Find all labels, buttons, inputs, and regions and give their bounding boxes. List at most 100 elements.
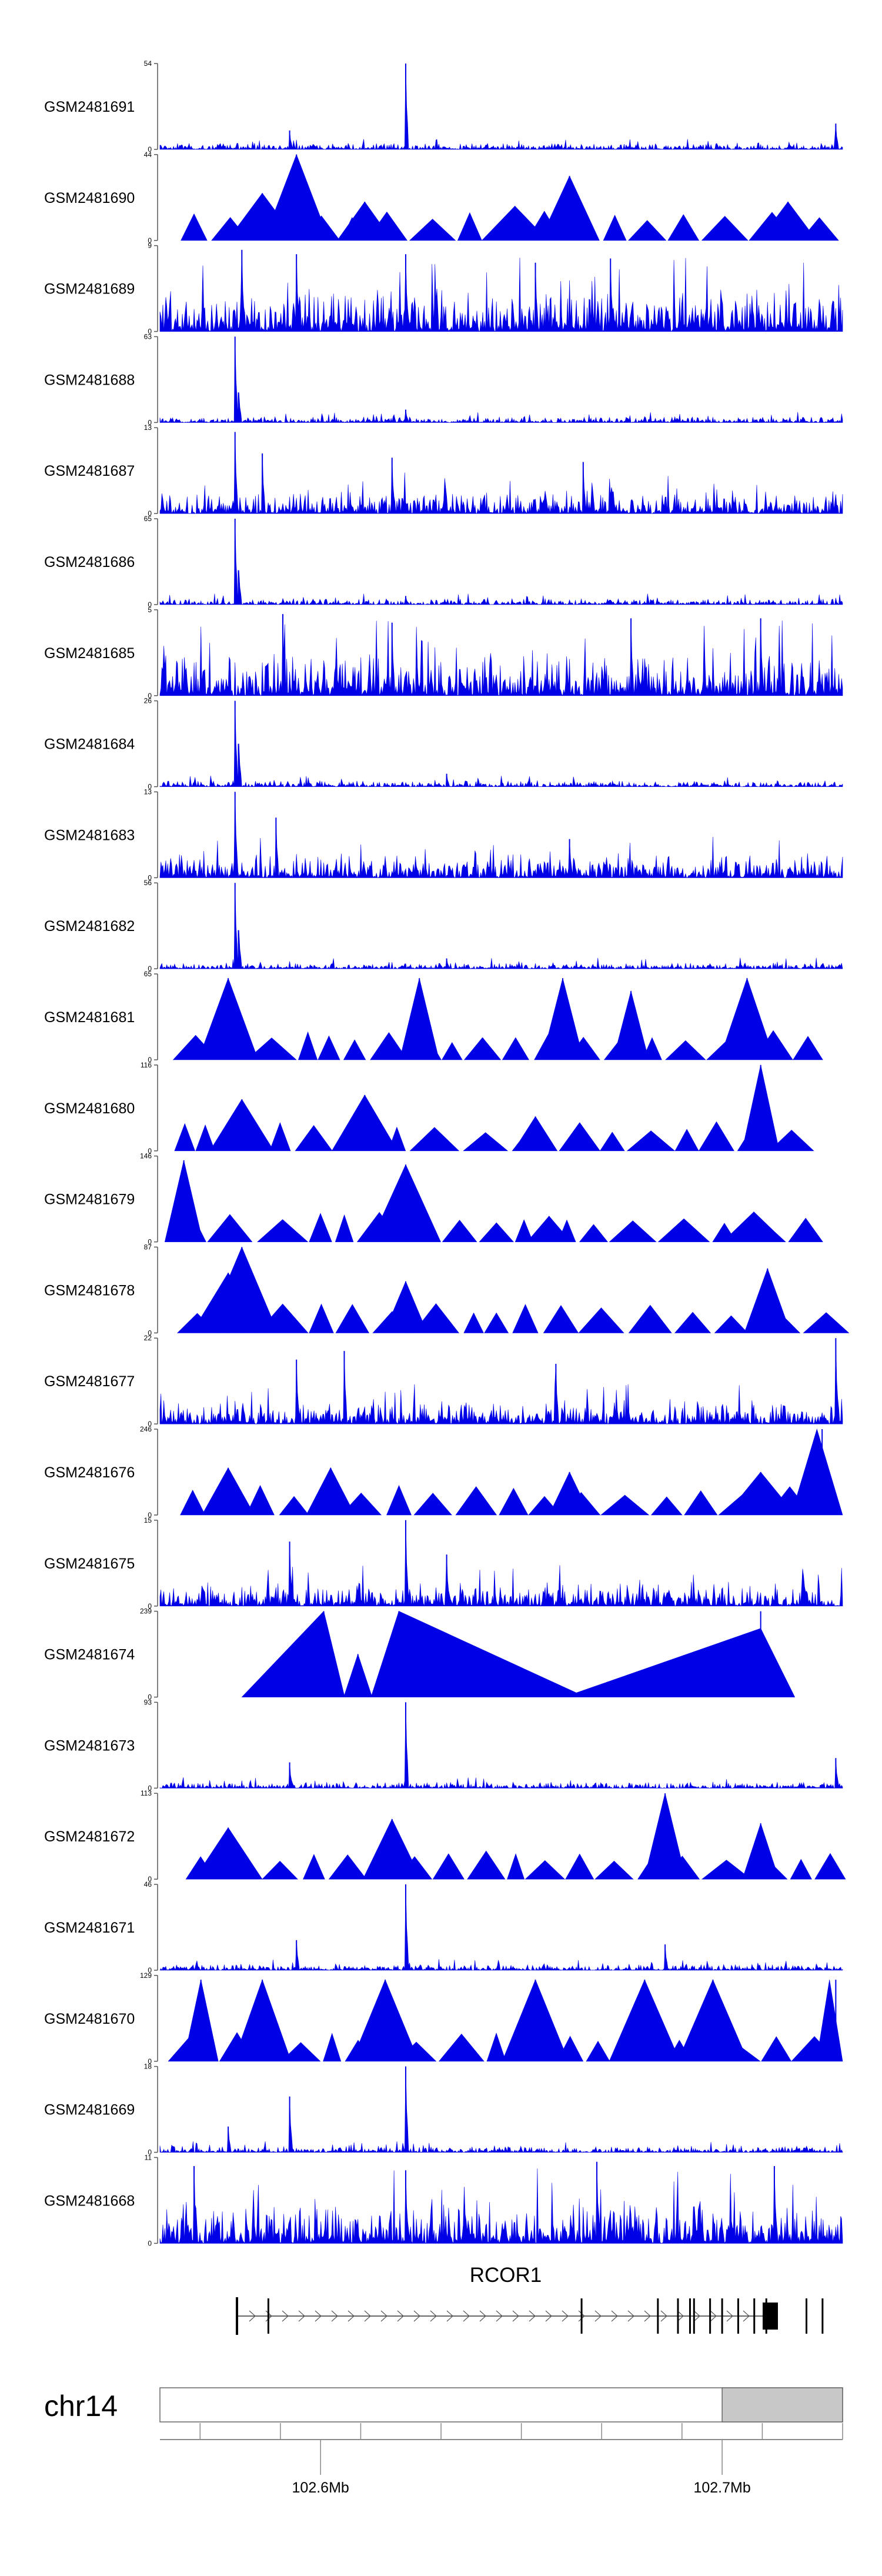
track-label: GSM2481672 [44,1828,135,1845]
track-label: GSM2481668 [44,2193,135,2209]
signal-area [159,883,843,970]
y-tick-label-max: 116 [141,1061,152,1069]
y-tick-label-max: 26 [144,697,152,705]
track-gsm2481691: 54 0 GSM2481691 [44,59,843,154]
y-tick-label-zero: 0 [148,1875,152,1883]
strand-arrow [380,2310,387,2322]
signal-area [159,249,843,332]
y-tick-label-zero: 0 [148,1784,152,1792]
y-tick-label-zero: 0 [148,2057,152,2066]
track-label: GSM2481671 [44,1920,135,1936]
signal-area [159,792,843,879]
strand-arrow [627,2310,634,2322]
strand-arrow [364,2310,371,2322]
signal-area [159,63,843,151]
strand-arrow [611,2310,618,2322]
strand-arrow [578,2310,585,2322]
strand-arrow [463,2310,470,2322]
exon-11 [806,2298,808,2334]
y-tick-label-zero: 0 [148,236,152,245]
signal-area [159,2161,843,2244]
track-gsm2481671: 46 0 GSM2481671 [44,1880,843,1974]
y-tick-label-max: 63 [144,332,152,341]
signal-area [185,1793,846,1880]
y-tick-label-zero: 0 [148,328,152,336]
track-label: GSM2481683 [44,827,135,843]
y-tick-label-max: 18 [144,2063,152,2071]
y-tick-label-zero: 0 [148,1693,152,1701]
strand-arrow [594,2310,602,2322]
strand-arrow [693,2310,700,2322]
strand-arrow [282,2310,289,2322]
y-tick-label-zero: 0 [148,783,152,791]
strand-arrow [397,2310,404,2322]
track-gsm2481687: 13 0 GSM2481687 [44,423,843,518]
signal-area [241,1610,796,1697]
track-gsm2481674: 239 0 GSM2481674 [44,1607,796,1701]
track-label: GSM2481689 [44,281,135,298]
y-tick-label-max: 65 [144,970,152,978]
track-label: GSM2481684 [44,736,135,753]
track-label: GSM2481669 [44,2102,135,2118]
signal-area [168,1979,843,2062]
track-gsm2481686: 65 0 GSM2481686 [44,515,843,609]
track-label: GSM2481679 [44,1192,135,1208]
track-gsm2481672: 113 0 GSM2481672 [44,1789,846,1883]
y-tick-label-max: 13 [144,423,152,432]
track-label: GSM2481691 [44,99,135,115]
signal-area [159,614,843,696]
strand-arrow [512,2310,519,2322]
strand-arrow [348,2310,355,2322]
y-tick-label-max: 146 [140,1152,152,1160]
y-tick-label-zero: 0 [148,965,152,973]
exon-12 [821,2298,824,2334]
track-gsm2481689: 9 0 GSM2481689 [44,242,843,336]
track-label: GSM2481688 [44,372,135,388]
signal-area [164,1160,823,1242]
y-tick-label-zero: 0 [148,2148,152,2157]
strand-arrow [413,2310,420,2322]
y-tick-label-zero: 0 [148,1602,152,1610]
track-label: GSM2481690 [44,190,135,206]
strand-arrow [496,2310,503,2322]
y-tick-label-max: 65 [144,515,152,523]
exon-9 [753,2298,756,2334]
y-tick-label-zero: 0 [148,692,152,700]
signal-area [159,518,843,605]
y-tick-label-zero: 0 [148,873,152,882]
signal-area [159,1520,843,1607]
y-tick-label-max: 239 [140,1607,152,1616]
track-gsm2481682: 56 0 GSM2481682 [44,879,843,973]
exon-last [763,2303,778,2330]
exon-4 [689,2298,691,2334]
strand-arrow [726,2310,733,2322]
gene-model: RCOR1 [236,2264,824,2335]
y-tick-label-zero: 0 [148,600,152,609]
y-tick-label-max: 11 [145,2153,152,2161]
strand-arrow [545,2310,552,2322]
gene-name-label: RCOR1 [470,2264,542,2287]
track-gsm2481688: 63 0 GSM2481688 [44,332,843,426]
signal-area [172,977,823,1060]
y-tick-label-zero: 0 [148,145,152,154]
track-label: GSM2481670 [44,2011,135,2027]
y-tick-label-max: 46 [144,1880,152,1888]
strand-arrow [249,2310,256,2322]
exon-8 [737,2298,739,2334]
exon-6 [709,2298,711,2334]
y-tick-label-zero: 0 [148,1238,152,1246]
signal-area [174,1065,814,1152]
exon-5 [693,2298,695,2334]
signal-area [159,1884,843,1971]
track-label: GSM2481673 [44,1737,135,1754]
y-tick-label-zero: 0 [148,1420,152,1428]
track-gsm2481681: 65 0 GSM2481681 [44,970,823,1064]
track-label: GSM2481686 [44,554,135,570]
signal-area [177,1246,850,1333]
track-gsm2481675: 15 0 GSM2481675 [44,1516,843,1610]
strand-arrow [562,2310,569,2322]
exon-7 [721,2298,723,2334]
strand-arrow [298,2310,305,2322]
track-label: GSM2481680 [44,1100,135,1117]
strand-arrow [529,2310,536,2322]
